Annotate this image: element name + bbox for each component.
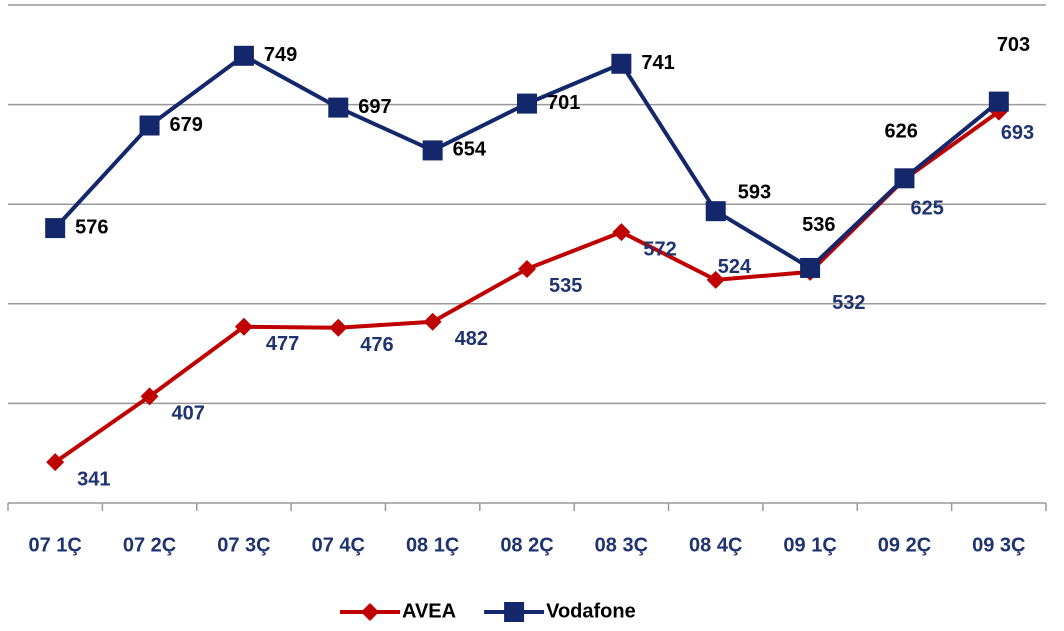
marker <box>423 312 442 331</box>
data-label: 749 <box>264 44 297 66</box>
marker <box>612 223 631 242</box>
data-label: 701 <box>547 92 580 114</box>
x-tick-label: 09 3Ç <box>972 534 1025 556</box>
data-label: 482 <box>455 328 488 350</box>
marker <box>233 45 254 66</box>
legend-marker <box>361 603 379 621</box>
data-label: 703 <box>997 34 1030 56</box>
marker <box>139 115 160 136</box>
marker <box>517 93 537 114</box>
data-label: 532 <box>832 292 865 314</box>
marker <box>422 140 443 161</box>
x-tick-label: 08 2Ç <box>500 534 553 556</box>
x-tick-label: 07 3Ç <box>217 534 270 556</box>
data-label: 535 <box>549 275 582 297</box>
data-label: 741 <box>641 52 674 74</box>
marker <box>611 53 632 74</box>
x-tick-label: 07 4Ç <box>312 534 365 556</box>
line <box>53 53 1001 271</box>
x-tick-label: 07 2Ç <box>123 534 176 556</box>
data-label: 524 <box>718 256 752 278</box>
data-label: 476 <box>360 334 393 356</box>
data-label: 625 <box>910 198 943 220</box>
data-label: 341 <box>77 468 110 490</box>
legend-label: Vodafone <box>546 600 636 622</box>
marker <box>234 317 253 336</box>
marker <box>46 453 65 472</box>
x-tick-label: 08 1Ç <box>406 534 459 556</box>
marker <box>140 387 159 406</box>
marker <box>328 97 349 118</box>
x-tick-label: 08 3Ç <box>595 534 648 556</box>
data-label: 593 <box>738 181 771 203</box>
data-label: 576 <box>75 216 108 238</box>
data-label: 536 <box>802 214 835 236</box>
x-tick-label: 09 2Ç <box>878 534 931 556</box>
data-label: 407 <box>172 403 205 425</box>
marker <box>706 270 725 289</box>
data-label: 679 <box>170 114 203 136</box>
marker <box>518 259 536 278</box>
x-tick-label: 09 1Ç <box>783 534 836 556</box>
data-label: 654 <box>453 139 487 161</box>
legend-marker <box>504 602 525 622</box>
data-label: 626 <box>884 121 917 143</box>
marker <box>329 318 348 337</box>
marker <box>45 218 66 239</box>
marker <box>800 257 821 278</box>
data-label: 697 <box>358 96 391 118</box>
marker <box>988 91 1009 112</box>
legend-label: AVEA <box>402 600 456 622</box>
marker <box>894 168 915 189</box>
data-label: 693 <box>1001 122 1034 144</box>
x-tick-label: 08 4Ç <box>689 534 742 556</box>
marker <box>705 201 726 222</box>
data-label: 477 <box>266 333 299 355</box>
x-tick-label: 07 1Ç <box>28 534 81 556</box>
data-label: 572 <box>643 238 676 260</box>
